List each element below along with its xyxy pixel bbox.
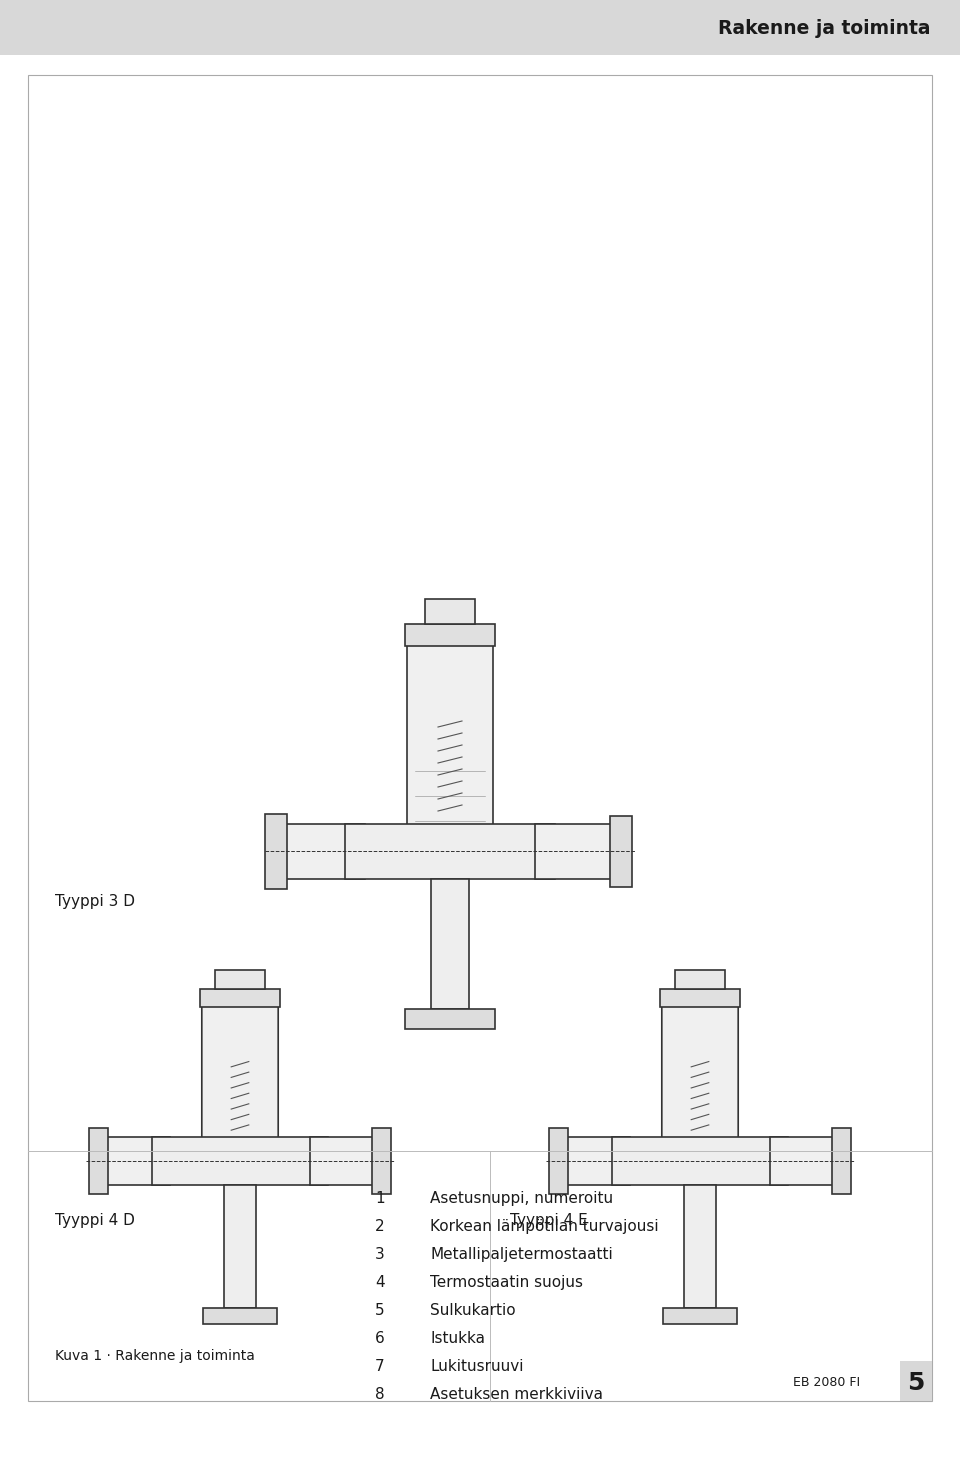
Bar <box>345 824 555 878</box>
Bar <box>676 969 725 990</box>
Bar <box>88 1128 108 1194</box>
Bar <box>832 1128 852 1194</box>
Bar <box>425 599 475 624</box>
Text: Korkean lämpötilan turvajousi: Korkean lämpötilan turvajousi <box>430 1219 659 1234</box>
Bar <box>663 1308 737 1324</box>
Text: Sulkukartio: Sulkukartio <box>430 1303 516 1318</box>
Text: 7: 7 <box>375 1359 385 1374</box>
Bar <box>900 1361 932 1400</box>
Bar <box>660 990 739 1008</box>
Bar <box>90 1137 170 1186</box>
Bar <box>610 815 632 887</box>
FancyBboxPatch shape <box>661 1000 738 1155</box>
Bar <box>612 1137 788 1186</box>
Text: EB 2080 FI: EB 2080 FI <box>793 1377 860 1390</box>
Bar <box>405 624 495 646</box>
Text: 8: 8 <box>375 1387 385 1402</box>
Bar <box>535 824 615 878</box>
Text: Tyyppi 3 D: Tyyppi 3 D <box>55 893 135 909</box>
Text: Istukka: Istukka <box>430 1331 485 1346</box>
Text: Termostaatin suojus: Termostaatin suojus <box>430 1275 583 1290</box>
Bar <box>265 813 287 888</box>
Bar <box>549 1128 568 1194</box>
Bar <box>550 1137 630 1186</box>
FancyBboxPatch shape <box>407 638 493 844</box>
Text: 4: 4 <box>375 1275 385 1290</box>
Text: Tyyppi 4 E: Tyyppi 4 E <box>510 1214 588 1228</box>
Bar <box>0 0 960 54</box>
Text: Lukitusruuvi: Lukitusruuvi <box>430 1359 523 1374</box>
Bar <box>372 1128 392 1194</box>
Text: Tyyppi 4 D: Tyyppi 4 D <box>55 1214 134 1228</box>
Text: 2: 2 <box>375 1219 385 1234</box>
Bar <box>285 824 365 878</box>
Bar <box>405 1009 495 1028</box>
Bar <box>201 990 279 1008</box>
Text: 3: 3 <box>375 1247 385 1262</box>
FancyBboxPatch shape <box>202 1000 278 1155</box>
Text: 6: 6 <box>375 1331 385 1346</box>
Bar <box>310 1137 390 1186</box>
Text: Kuva 1 · Rakenne ja toiminta: Kuva 1 · Rakenne ja toiminta <box>55 1349 254 1364</box>
Bar <box>204 1308 276 1324</box>
Text: 5: 5 <box>375 1303 385 1318</box>
Text: Asetusnuppi, numeroitu: Asetusnuppi, numeroitu <box>430 1192 613 1206</box>
Bar <box>684 1186 716 1308</box>
Bar <box>215 969 265 990</box>
Text: Metallipaljetermostaatti: Metallipaljetermostaatti <box>430 1247 612 1262</box>
Bar <box>224 1186 255 1308</box>
Bar <box>770 1137 850 1186</box>
Text: Rakenne ja toiminta: Rakenne ja toiminta <box>717 19 930 37</box>
Bar <box>431 878 469 1009</box>
Bar <box>152 1137 328 1186</box>
Text: 5: 5 <box>907 1371 924 1395</box>
Text: 1: 1 <box>375 1192 385 1206</box>
Text: Asetuksen merkkiviiva: Asetuksen merkkiviiva <box>430 1387 603 1402</box>
